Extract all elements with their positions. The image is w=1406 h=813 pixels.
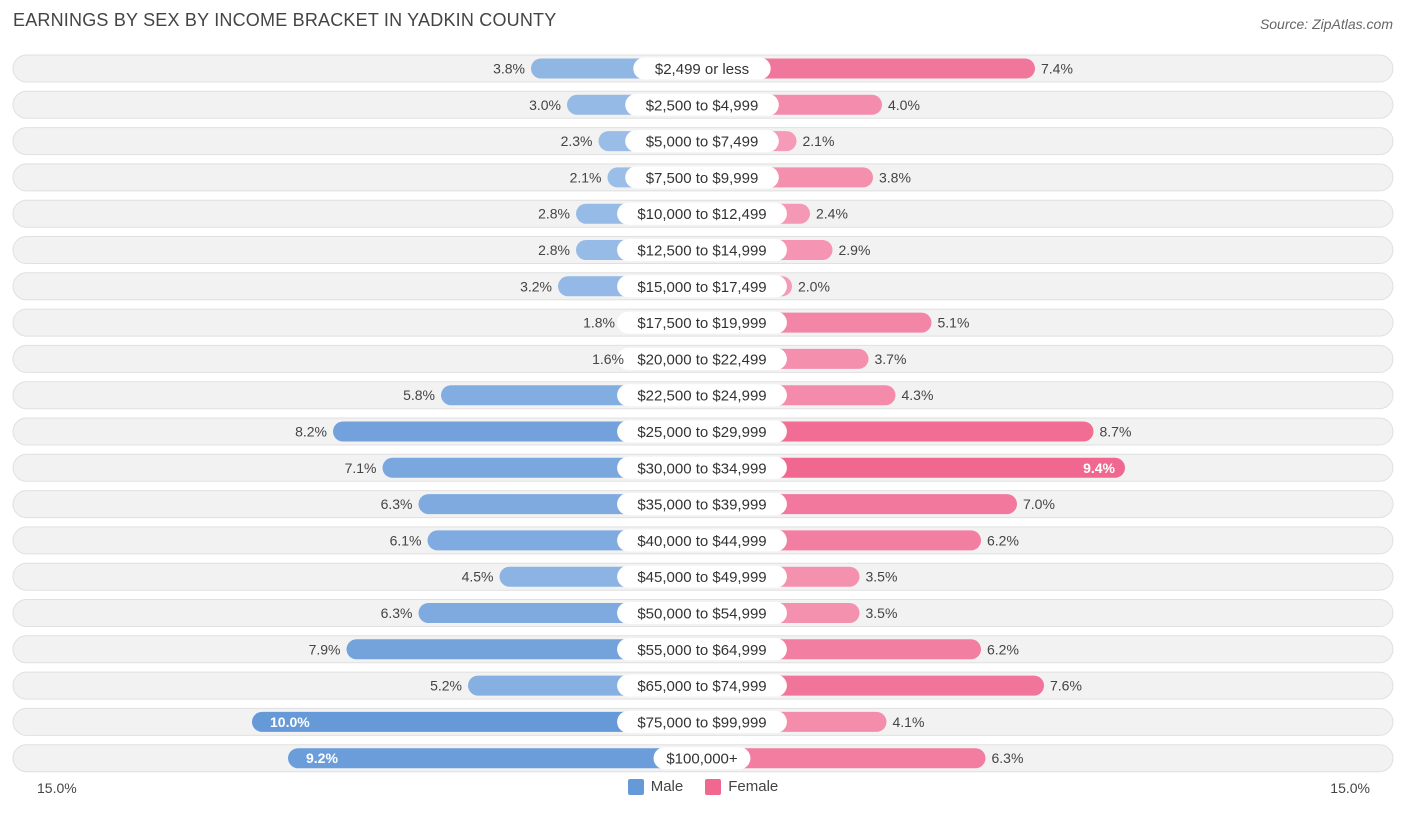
female-bar[interactable] xyxy=(690,748,986,769)
male-value-label: 10.0% xyxy=(270,714,310,730)
female-value-label: 7.0% xyxy=(1023,496,1055,512)
male-bar[interactable] xyxy=(252,711,714,732)
male-value-label: 8.2% xyxy=(295,424,327,440)
female-bar[interactable] xyxy=(690,457,1125,478)
male-value-label: 5.2% xyxy=(430,678,462,694)
category-pill xyxy=(617,275,787,298)
legend-label-female: Female xyxy=(728,778,779,795)
male-value-label: 6.3% xyxy=(381,496,413,512)
category-pill xyxy=(617,420,787,443)
category-pill xyxy=(633,57,771,80)
female-bar[interactable] xyxy=(690,421,1094,442)
male-value-label: 4.5% xyxy=(462,569,494,585)
category-pill xyxy=(617,384,787,407)
category-label: $15,000 to $17,499 xyxy=(637,279,766,296)
female-value-label: 2.1% xyxy=(803,133,835,149)
category-label: $45,000 to $49,999 xyxy=(637,569,766,586)
category-label: $40,000 to $44,999 xyxy=(637,533,766,550)
category-label: $7,500 to $9,999 xyxy=(646,170,759,187)
male-value-label: 9.2% xyxy=(306,750,338,766)
category-label: $12,500 to $14,999 xyxy=(637,243,766,260)
female-value-label: 3.5% xyxy=(866,605,898,621)
category-pill xyxy=(617,710,787,733)
category-pill xyxy=(617,602,787,624)
category-label: $5,000 to $7,499 xyxy=(646,134,759,151)
male-value-label: 2.8% xyxy=(538,206,570,222)
female-value-label: 6.2% xyxy=(987,641,1019,657)
legend-label-male: Male xyxy=(650,778,684,795)
category-pill xyxy=(617,565,787,588)
female-value-label: 4.1% xyxy=(893,714,925,730)
female-value-label: 8.7% xyxy=(1100,424,1132,440)
legend-swatch-female xyxy=(705,778,722,795)
category-label: $2,500 to $4,999 xyxy=(646,97,759,114)
male-value-label: 5.8% xyxy=(403,387,435,403)
category-label: $2,499 or less xyxy=(655,61,749,78)
category-label: $50,000 to $54,999 xyxy=(637,606,766,623)
female-value-label: 4.3% xyxy=(902,387,934,403)
bar-chart: $2,499 or less 3.8% 7.4% $2,500 to $4,999 3.… xyxy=(12,54,1394,773)
male-value-label: 1.8% xyxy=(583,315,615,331)
category-label: $25,000 to $29,999 xyxy=(637,424,766,441)
male-value-label: 1.6% xyxy=(592,351,624,367)
legend: Male Female xyxy=(0,778,1406,795)
male-value-label: 7.1% xyxy=(345,460,377,476)
male-value-label: 6.1% xyxy=(390,532,422,548)
male-value-label: 2.8% xyxy=(538,242,570,258)
male-value-label: 3.0% xyxy=(529,97,561,113)
chart-title: EARNINGS BY SEX BY INCOME BRACKET IN YAD… xyxy=(13,10,557,30)
female-value-label: 2.4% xyxy=(816,206,848,222)
legend-swatch-male xyxy=(627,778,644,795)
category-pill xyxy=(617,529,787,552)
male-value-label: 2.1% xyxy=(570,169,602,185)
category-pill xyxy=(653,747,751,770)
category-pill xyxy=(617,239,787,261)
category-label: $65,000 to $74,999 xyxy=(637,678,766,695)
female-value-label: 2.9% xyxy=(839,242,871,258)
category-pill xyxy=(617,674,787,697)
female-value-label: 7.6% xyxy=(1050,678,1082,694)
category-pill xyxy=(625,166,779,189)
male-value-label: 3.8% xyxy=(493,61,525,77)
female-value-label: 7.4% xyxy=(1041,61,1073,77)
category-pill xyxy=(617,456,787,479)
female-value-label: 5.1% xyxy=(938,315,970,331)
female-value-label: 3.5% xyxy=(866,569,898,585)
female-value-label: 2.0% xyxy=(798,278,830,294)
male-value-label: 2.3% xyxy=(561,133,593,149)
category-label: $17,500 to $19,999 xyxy=(637,315,766,332)
category-pill xyxy=(617,202,787,225)
male-value-label: 7.9% xyxy=(309,641,341,657)
female-value-label: 4.0% xyxy=(888,97,920,113)
female-value-label: 3.8% xyxy=(879,169,911,185)
female-value-label: 6.3% xyxy=(992,750,1024,766)
category-label: $75,000 to $99,999 xyxy=(637,714,766,731)
female-bar[interactable] xyxy=(690,58,1035,79)
category-pill xyxy=(617,347,787,370)
axis-left-label: 15.0% xyxy=(37,780,77,796)
legend-item-male[interactable]: Male xyxy=(627,778,684,795)
female-value-label: 3.7% xyxy=(875,351,907,367)
category-label: $30,000 to $34,999 xyxy=(637,460,766,477)
category-label: $22,500 to $24,999 xyxy=(637,388,766,405)
male-value-label: 6.3% xyxy=(381,605,413,621)
category-label: $100,000+ xyxy=(666,751,738,768)
category-label: $55,000 to $64,999 xyxy=(637,642,766,659)
category-label: $20,000 to $22,499 xyxy=(637,351,766,368)
category-pill xyxy=(625,93,779,116)
category-pill xyxy=(617,638,787,661)
female-value-label: 9.4% xyxy=(1083,460,1115,476)
category-label: $35,000 to $39,999 xyxy=(637,497,766,514)
axis-right-label: 15.0% xyxy=(1330,780,1370,796)
legend-item-female[interactable]: Female xyxy=(705,778,778,795)
source-attribution: Source: ZipAtlas.com xyxy=(1259,16,1393,32)
category-pill xyxy=(625,130,779,153)
category-label: $10,000 to $12,499 xyxy=(637,206,766,223)
category-pill xyxy=(617,493,787,516)
male-bar[interactable] xyxy=(288,748,714,769)
female-value-label: 6.2% xyxy=(987,532,1019,548)
male-value-label: 3.2% xyxy=(520,278,552,294)
category-pill xyxy=(617,311,787,334)
